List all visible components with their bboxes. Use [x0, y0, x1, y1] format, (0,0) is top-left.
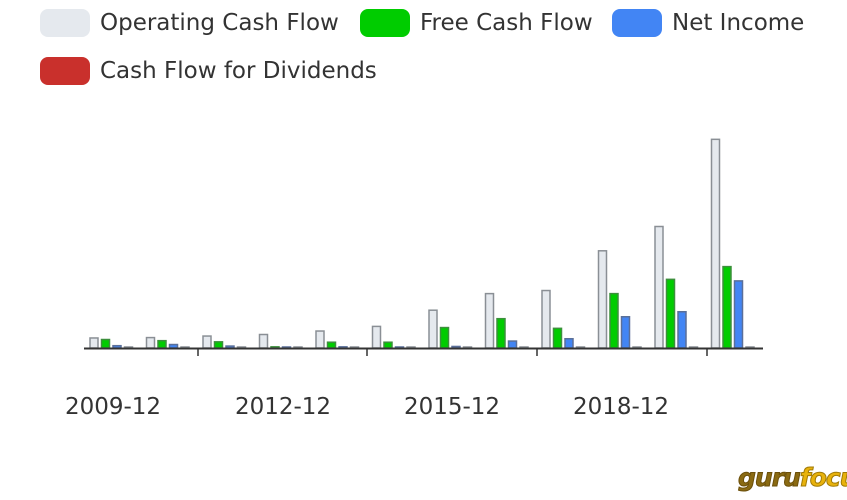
bar[interactable] [258, 333, 269, 349]
legend-swatch [360, 9, 410, 37]
bar[interactable] [89, 337, 99, 349]
legend-swatch [40, 9, 90, 37]
bar[interactable] [439, 326, 450, 349]
legend-item[interactable]: Operating Cash Flow [40, 8, 339, 38]
x-tick-label: 2012-12 [235, 394, 331, 420]
x-tick-label: 2018-12 [573, 394, 669, 420]
bar[interactable] [733, 280, 744, 349]
bar[interactable] [371, 325, 382, 349]
bar[interactable] [620, 316, 631, 349]
bar[interactable] [541, 289, 551, 349]
bar[interactable] [100, 338, 111, 349]
legend-label: Net Income [672, 10, 805, 36]
bar[interactable] [564, 337, 574, 349]
legend-item[interactable]: Net Income [612, 8, 804, 38]
bar[interactable] [722, 265, 732, 349]
bar[interactable] [496, 317, 506, 349]
bar[interactable] [145, 336, 156, 349]
bar[interactable] [507, 340, 518, 349]
bar[interactable] [157, 339, 167, 349]
legend-label: Cash Flow for Dividends [100, 58, 377, 84]
bar[interactable] [315, 330, 325, 349]
bar[interactable] [677, 310, 687, 349]
bar[interactable] [428, 309, 438, 349]
legend-label: Operating Cash Flow [100, 10, 339, 36]
bar[interactable] [383, 341, 393, 349]
bar[interactable] [202, 335, 212, 349]
bar[interactable] [326, 341, 337, 349]
gurufocus-logo: gurufocus [738, 462, 847, 492]
bar[interactable] [597, 250, 608, 349]
bar[interactable] [609, 292, 619, 349]
x-tick-label: 2009-12 [65, 394, 161, 420]
bar[interactable] [654, 225, 664, 349]
legend-item[interactable]: Free Cash Flow [360, 8, 593, 38]
bar[interactable] [665, 278, 676, 349]
bar[interactable] [213, 341, 224, 349]
bar[interactable] [484, 292, 495, 349]
bar[interactable] [552, 327, 563, 349]
legend-swatch [40, 57, 90, 85]
bar[interactable] [168, 343, 179, 349]
x-tick-label: 2015-12 [404, 394, 500, 420]
legend-swatch [612, 9, 662, 37]
bar[interactable] [710, 138, 721, 349]
legend-label: Free Cash Flow [420, 10, 593, 36]
legend-item[interactable]: Cash Flow for Dividends [40, 56, 377, 86]
